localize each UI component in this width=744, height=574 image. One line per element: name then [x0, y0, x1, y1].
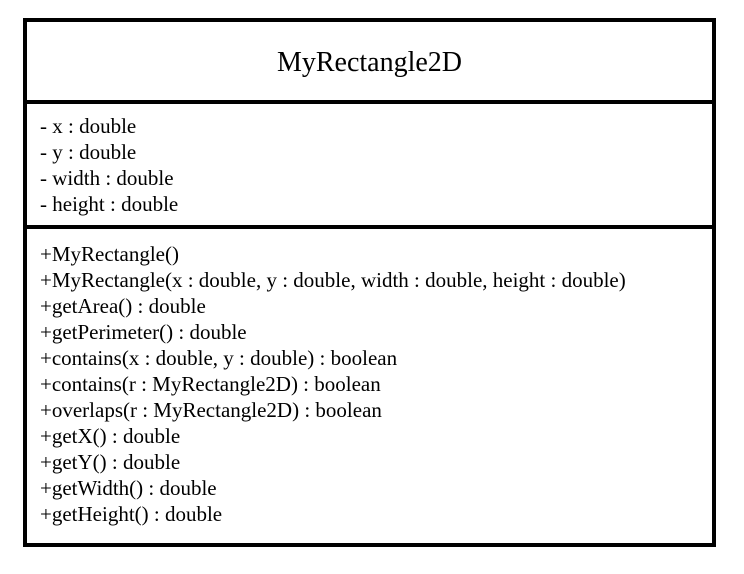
operation-constructor: +MyRectangle(x : double, y : double, wid…: [40, 268, 626, 292]
attribute-y: - y : double: [40, 140, 137, 164]
operation-get-area: +getArea() : double: [40, 294, 206, 318]
class-name-compartment: MyRectangle2D: [27, 22, 712, 104]
operation-get-x: +getX() : double: [40, 424, 181, 448]
uml-class-box: MyRectangle2D - x : double - y : double …: [23, 18, 716, 547]
attribute-height: - height : double: [40, 192, 179, 216]
operations-compartment: +MyRectangle() +MyRectangle(x : double, …: [27, 229, 712, 543]
operation-get-perimeter: +getPerimeter() : double: [40, 320, 247, 344]
operation-default-constructor: +MyRectangle(): [40, 242, 179, 266]
attribute-width: - width : double: [40, 166, 174, 190]
operation-contains-rectangle: +contains(r : MyRectangle2D) : boolean: [40, 372, 381, 396]
operation-get-y: +getY() : double: [40, 450, 181, 474]
operation-contains-point: +contains(x : double, y : double) : bool…: [40, 346, 398, 370]
attribute-x: - x : double: [40, 114, 137, 138]
operation-get-width: +getWidth() : double: [40, 476, 217, 500]
class-name: MyRectangle2D: [276, 47, 463, 78]
operation-overlaps: +overlaps(r : MyRectangle2D) : boolean: [40, 398, 382, 422]
attributes-compartment: - x : double - y : double - width : doub…: [27, 104, 712, 229]
operation-get-height: +getHeight() : double: [40, 502, 223, 526]
